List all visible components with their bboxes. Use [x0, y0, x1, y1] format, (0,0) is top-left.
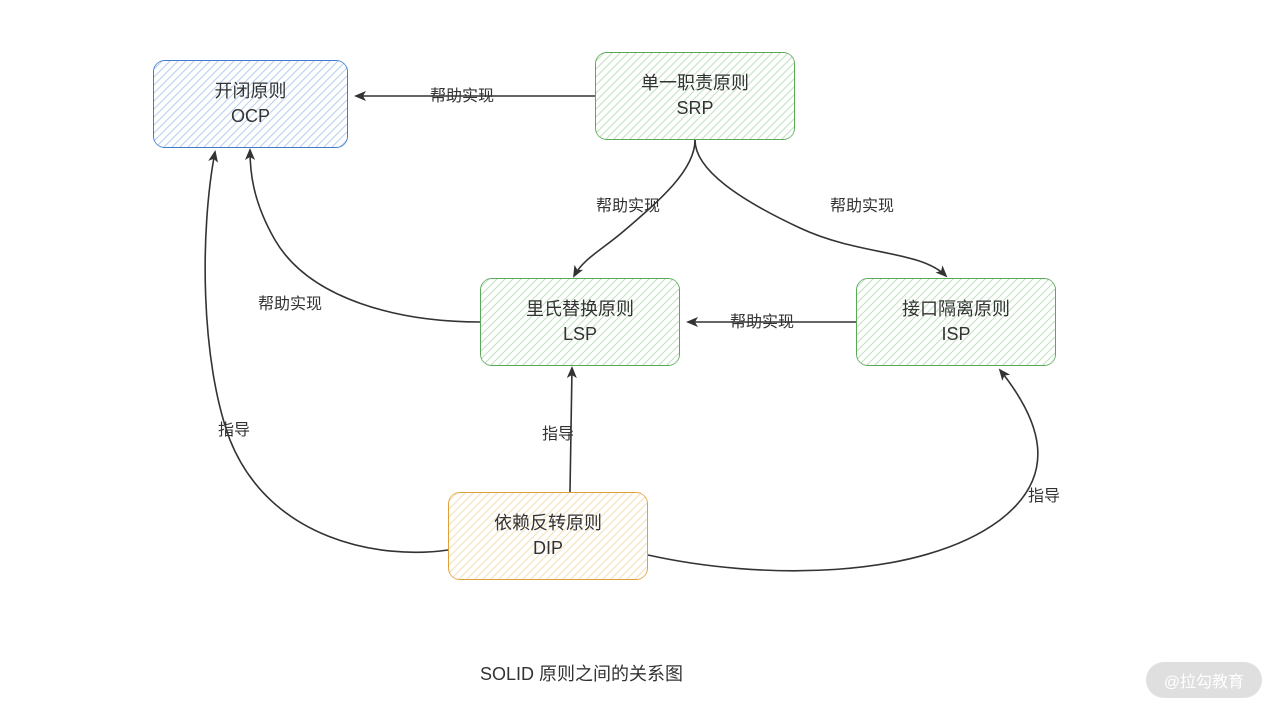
- edge-label-isp-lsp: 帮助实现: [730, 308, 794, 332]
- node-dip-title: 依赖反转原则: [494, 511, 602, 536]
- node-isp-title: 接口隔离原则: [902, 297, 1010, 322]
- node-lsp-title: 里氏替换原则: [526, 297, 634, 322]
- node-lsp: 里氏替换原则 LSP: [480, 278, 680, 366]
- node-dip-sub: DIP: [533, 536, 563, 561]
- diagram-canvas: 开闭原则 OCP 单一职责原则 SRP 里氏替换原则 LSP 接口隔离原则 IS…: [0, 0, 1280, 720]
- node-ocp-sub: OCP: [231, 104, 270, 129]
- edge-srp-isp: [695, 140, 946, 276]
- node-srp-title: 单一职责原则: [641, 71, 749, 96]
- watermark-badge: @拉勾教育: [1146, 662, 1262, 698]
- edge-label-dip-ocp: 指导: [218, 416, 250, 440]
- node-isp: 接口隔离原则 ISP: [856, 278, 1056, 366]
- diagram-caption: SOLID 原则之间的关系图: [480, 660, 683, 686]
- node-srp-sub: SRP: [676, 96, 713, 121]
- edge-label-dip-isp: 指导: [1028, 482, 1060, 506]
- edge-label-dip-lsp: 指导: [542, 420, 574, 444]
- node-ocp: 开闭原则 OCP: [153, 60, 348, 148]
- edge-label-lsp-ocp: 帮助实现: [258, 290, 322, 314]
- node-ocp-title: 开闭原则: [215, 79, 287, 104]
- node-srp: 单一职责原则 SRP: [595, 52, 795, 140]
- edge-label-srp-ocp: 帮助实现: [430, 82, 494, 106]
- edge-dip-ocp: [205, 152, 448, 552]
- node-isp-sub: ISP: [941, 322, 970, 347]
- node-lsp-sub: LSP: [563, 322, 597, 347]
- node-dip: 依赖反转原则 DIP: [448, 492, 648, 580]
- edge-label-srp-isp: 帮助实现: [830, 192, 894, 216]
- edge-label-srp-lsp: 帮助实现: [596, 192, 660, 216]
- edge-dip-isp: [648, 370, 1038, 571]
